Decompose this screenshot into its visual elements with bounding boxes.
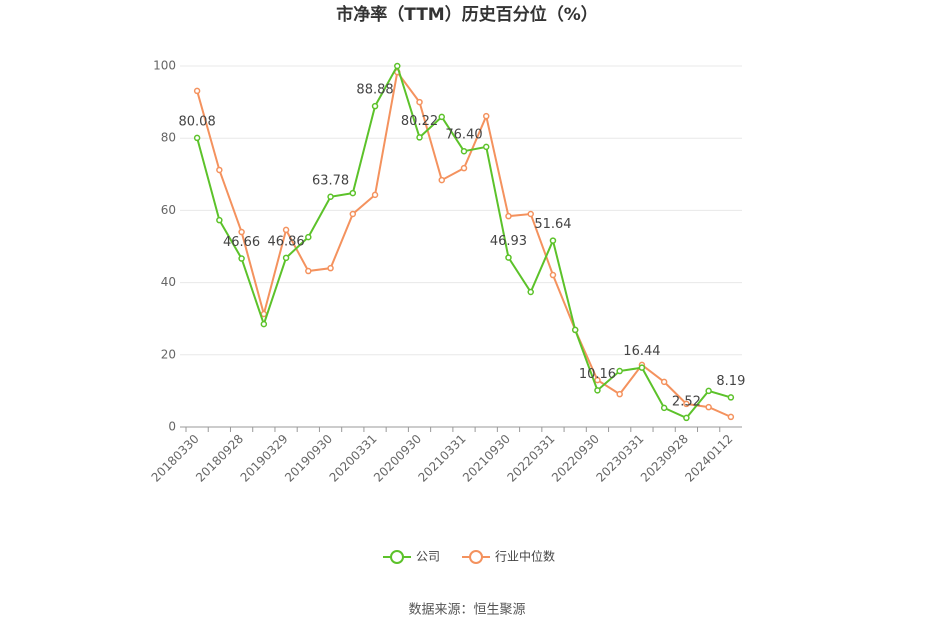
- point: [305, 233, 312, 241]
- point: [216, 166, 223, 174]
- data-label: 8.19: [716, 374, 745, 389]
- data-label: 46.66: [223, 235, 260, 250]
- legend-marker[interactable]: [469, 550, 484, 564]
- point: [505, 212, 512, 220]
- point: [683, 400, 690, 408]
- point: [705, 403, 712, 411]
- point: [527, 210, 534, 218]
- point: [349, 210, 357, 218]
- data-label: 88.88: [356, 83, 393, 98]
- data-label: 2.52: [672, 394, 701, 409]
- data-label: 10.16: [579, 367, 616, 382]
- point: [216, 216, 223, 224]
- point: [282, 226, 290, 234]
- point: [460, 147, 468, 155]
- data-label: 63.78: [312, 173, 349, 188]
- point: [616, 367, 623, 375]
- point: [193, 87, 201, 95]
- point: [482, 143, 490, 151]
- point: [727, 413, 735, 421]
- point: [416, 98, 423, 106]
- data-label: 46.86: [267, 234, 304, 249]
- y-tick-label: 40: [161, 275, 176, 289]
- y-tick-label: 100: [153, 59, 176, 73]
- point: [238, 255, 245, 262]
- point: [305, 267, 312, 275]
- point: [260, 320, 268, 328]
- point: [438, 176, 446, 184]
- point: [683, 414, 690, 422]
- chart-title: 市净率（TTM）历史百分位（%）: [336, 4, 598, 25]
- point: [394, 62, 401, 70]
- point: [438, 113, 446, 121]
- point: [527, 288, 534, 296]
- point: [505, 254, 512, 261]
- point: [482, 112, 490, 120]
- point: [327, 264, 334, 272]
- point: [660, 404, 668, 412]
- y-tick-label: 20: [161, 347, 176, 361]
- point: [594, 387, 601, 394]
- source: 数据来源：恒生聚源: [408, 603, 525, 618]
- point: [549, 237, 557, 244]
- point: [238, 228, 245, 236]
- data-label: 80.08: [179, 114, 216, 129]
- legend-marker[interactable]: [390, 550, 404, 564]
- legend-label[interactable]: 公司: [416, 550, 440, 564]
- data-label: 80.22: [401, 114, 438, 129]
- point: [416, 134, 423, 141]
- data-label: 46.93: [490, 234, 527, 249]
- y-tick-label: 60: [161, 203, 176, 217]
- point: [727, 394, 735, 401]
- y-tick-label: 0: [168, 420, 176, 434]
- point: [549, 271, 557, 279]
- data-label: 51.64: [534, 217, 571, 232]
- point: [638, 364, 646, 371]
- point: [349, 189, 357, 197]
- point: [616, 390, 623, 398]
- point: [460, 164, 468, 172]
- point: [660, 378, 668, 386]
- point: [193, 134, 201, 142]
- point: [371, 102, 379, 110]
- legend-label[interactable]: 行业中位数: [495, 549, 555, 564]
- y-tick-label: 80: [161, 131, 176, 145]
- point: [371, 191, 379, 199]
- data-label: 76.40: [445, 128, 482, 143]
- point: [594, 376, 601, 384]
- data-label: 16.44: [623, 344, 660, 359]
- x-tick-label: 20240112: [682, 432, 735, 485]
- point: [282, 254, 290, 262]
- point: [705, 387, 712, 395]
- point: [327, 193, 334, 201]
- point: [571, 326, 579, 334]
